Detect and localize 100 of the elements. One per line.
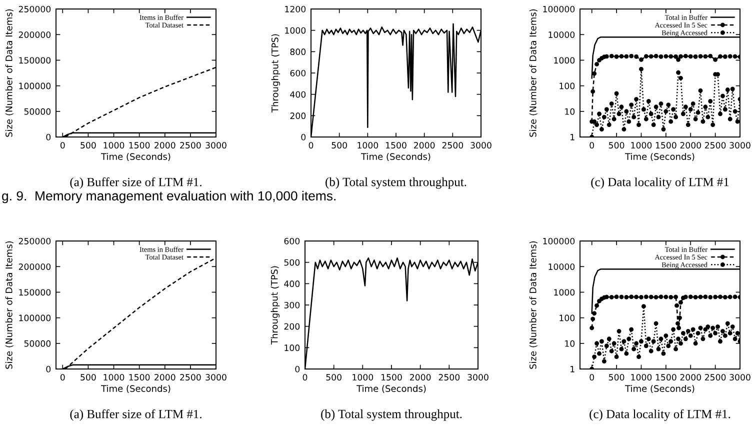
x-tick-label: 1500 <box>656 142 676 149</box>
point <box>728 54 732 59</box>
x-axis-title: Time (Seconds) <box>361 152 430 162</box>
y-tick-label: 0 <box>46 134 51 140</box>
point <box>648 54 654 59</box>
point <box>668 54 674 59</box>
y-tick-label: 100000 <box>543 6 575 12</box>
point <box>597 298 602 304</box>
y-tick-label: 600 <box>290 70 306 76</box>
y-tick-label: 10000 <box>548 31 575 38</box>
x-axis-title: Time (Seconds) <box>101 152 170 162</box>
x-tick-label: 500 <box>80 374 96 381</box>
x-tick-label: 500 <box>332 142 347 149</box>
y-axis-title: Size (Number of Data Items) <box>529 9 538 137</box>
x-tick-label: 2000 <box>680 142 702 149</box>
y-tick-label: 300 <box>284 302 300 308</box>
point <box>590 316 596 322</box>
x-tick-label: 0 <box>590 374 594 381</box>
point <box>688 294 693 300</box>
point <box>629 54 634 58</box>
point <box>703 54 708 59</box>
point <box>597 58 602 62</box>
x-tick-label: 0 <box>60 142 65 149</box>
y-tick-label: 600 <box>284 238 300 244</box>
x-tick-label: 2500 <box>438 374 460 381</box>
y-axis-title: Size (Number of Data Items) <box>5 241 14 369</box>
point <box>698 54 703 59</box>
x-tick-label: 1000 <box>104 374 124 381</box>
point <box>590 326 594 330</box>
text: (b) Total system throughput. <box>326 177 466 189</box>
point <box>590 89 596 94</box>
point <box>654 54 658 58</box>
x-tick-label: 2000 <box>154 374 176 381</box>
text: (c) Data locality of LTM #1. <box>590 409 730 421</box>
y-tick-label: 800 <box>290 48 306 56</box>
point <box>708 294 713 300</box>
point <box>639 57 644 62</box>
point <box>674 54 678 59</box>
point <box>683 54 688 58</box>
point <box>732 54 738 59</box>
point <box>614 294 619 300</box>
point <box>728 294 732 300</box>
x-tick-label: 1500 <box>386 142 406 149</box>
x-tick-label: 2000 <box>410 374 431 381</box>
text: g. 9. Memory management evaluation with 10,000 items. <box>2 190 336 204</box>
x-tick-label: 3000 <box>470 142 492 149</box>
y-tick-label: 250000 <box>18 6 51 12</box>
y-tick-label: 200000 <box>18 31 51 38</box>
y-axis-title: Throughput (TPS) <box>270 266 280 345</box>
point <box>592 311 597 316</box>
point <box>609 54 614 58</box>
y-tick-label: 200 <box>290 112 306 120</box>
text: (a) Buffer size of LTM #1. <box>70 177 202 189</box>
point <box>678 54 683 59</box>
x-tick-label: 3000 <box>730 374 750 381</box>
y-tick-label: 150000 <box>19 57 51 64</box>
x-tick-label: 500 <box>608 142 624 149</box>
y-tick-label: 400 <box>290 91 306 98</box>
text: (a) Buffer size of LTM #1. <box>70 409 202 421</box>
point <box>693 54 698 59</box>
point <box>676 326 681 330</box>
text: (c) Data locality of LTM #1 <box>591 177 729 189</box>
x-tick-label: 2500 <box>180 374 201 381</box>
point <box>713 57 718 62</box>
point <box>658 294 664 300</box>
y-tick-label: 1 <box>570 366 574 372</box>
point <box>668 294 674 300</box>
point <box>722 54 728 59</box>
x-tick-label: 1000 <box>104 142 124 149</box>
y-tick-label: 0 <box>46 366 51 372</box>
y-tick-label: 200000 <box>18 263 51 270</box>
x-tick-label: 1000 <box>358 142 378 149</box>
y-tick-label: 100 <box>284 344 300 352</box>
point <box>654 294 658 300</box>
x-tick-label: 1500 <box>381 374 402 381</box>
x-axis-title: Time (Seconds) <box>356 384 426 394</box>
x-tick-label: 1000 <box>631 142 652 149</box>
point <box>619 54 624 59</box>
point <box>674 294 678 300</box>
point <box>594 303 600 308</box>
x-axis-title: Time (Seconds) <box>625 384 694 394</box>
point <box>619 294 624 300</box>
point <box>676 321 680 326</box>
point <box>609 294 614 300</box>
point <box>592 71 597 76</box>
point <box>629 294 634 300</box>
x-tick-label: 3000 <box>468 374 488 381</box>
x-tick-label: 2000 <box>414 142 435 149</box>
point <box>698 294 703 300</box>
y-tick-label: 1 <box>570 134 574 140</box>
point <box>624 294 629 300</box>
point <box>722 294 728 300</box>
point <box>708 54 713 58</box>
y-tick-label: 100000 <box>19 82 51 90</box>
text: (b) Total system throughput. <box>321 409 462 421</box>
x-tick-label: 2500 <box>442 142 464 149</box>
x-tick-label: 1500 <box>129 374 150 381</box>
point <box>658 54 664 59</box>
x-tick-label: 0 <box>308 142 314 149</box>
x-axis-title: Time (Seconds) <box>625 152 694 162</box>
